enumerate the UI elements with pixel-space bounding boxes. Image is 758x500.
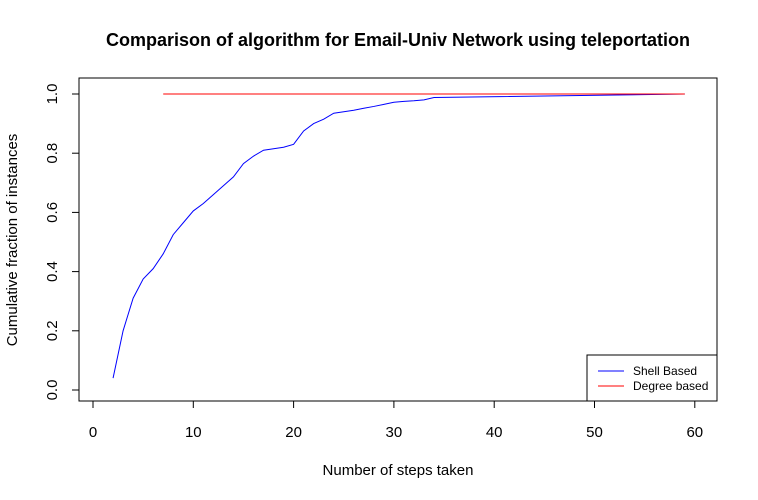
y-tick-label: 0.2 bbox=[44, 320, 61, 341]
y-axis-label: Cumulative fraction of instances bbox=[4, 134, 21, 347]
y-axis: 0.0 0.2 0.4 0.6 0.8 1.0 bbox=[44, 84, 80, 401]
plot-frame bbox=[78, 77, 718, 402]
x-axis-label: Number of steps taken bbox=[323, 462, 474, 479]
y-tick-label: 0.6 bbox=[44, 202, 61, 223]
legend: Shell Based Degree based bbox=[586, 354, 718, 402]
y-tick-label: 0.8 bbox=[44, 143, 61, 164]
x-tick-label: 40 bbox=[486, 424, 503, 441]
y-tick-label: 0.4 bbox=[44, 261, 61, 282]
legend-label-degree-based: Degree based bbox=[633, 379, 708, 393]
chart-title: Comparison of algorithm for Email-Univ N… bbox=[106, 30, 690, 50]
x-tick-label: 60 bbox=[686, 424, 703, 441]
x-tick-label: 50 bbox=[586, 424, 603, 441]
legend-box bbox=[586, 354, 718, 402]
x-tick-label: 30 bbox=[386, 424, 403, 441]
x-tick-label: 10 bbox=[185, 424, 202, 441]
series-layer bbox=[112, 93, 685, 379]
y-tick-label: 0.0 bbox=[44, 380, 61, 401]
x-tick-label: 20 bbox=[285, 424, 302, 441]
legend-label-shell-based: Shell Based bbox=[633, 364, 697, 378]
x-tick-label: 0 bbox=[89, 424, 97, 441]
x-axis: 0 10 20 30 40 50 60 bbox=[89, 400, 703, 441]
y-tick-label: 1.0 bbox=[44, 84, 61, 105]
series-line-shell-based bbox=[112, 93, 685, 379]
